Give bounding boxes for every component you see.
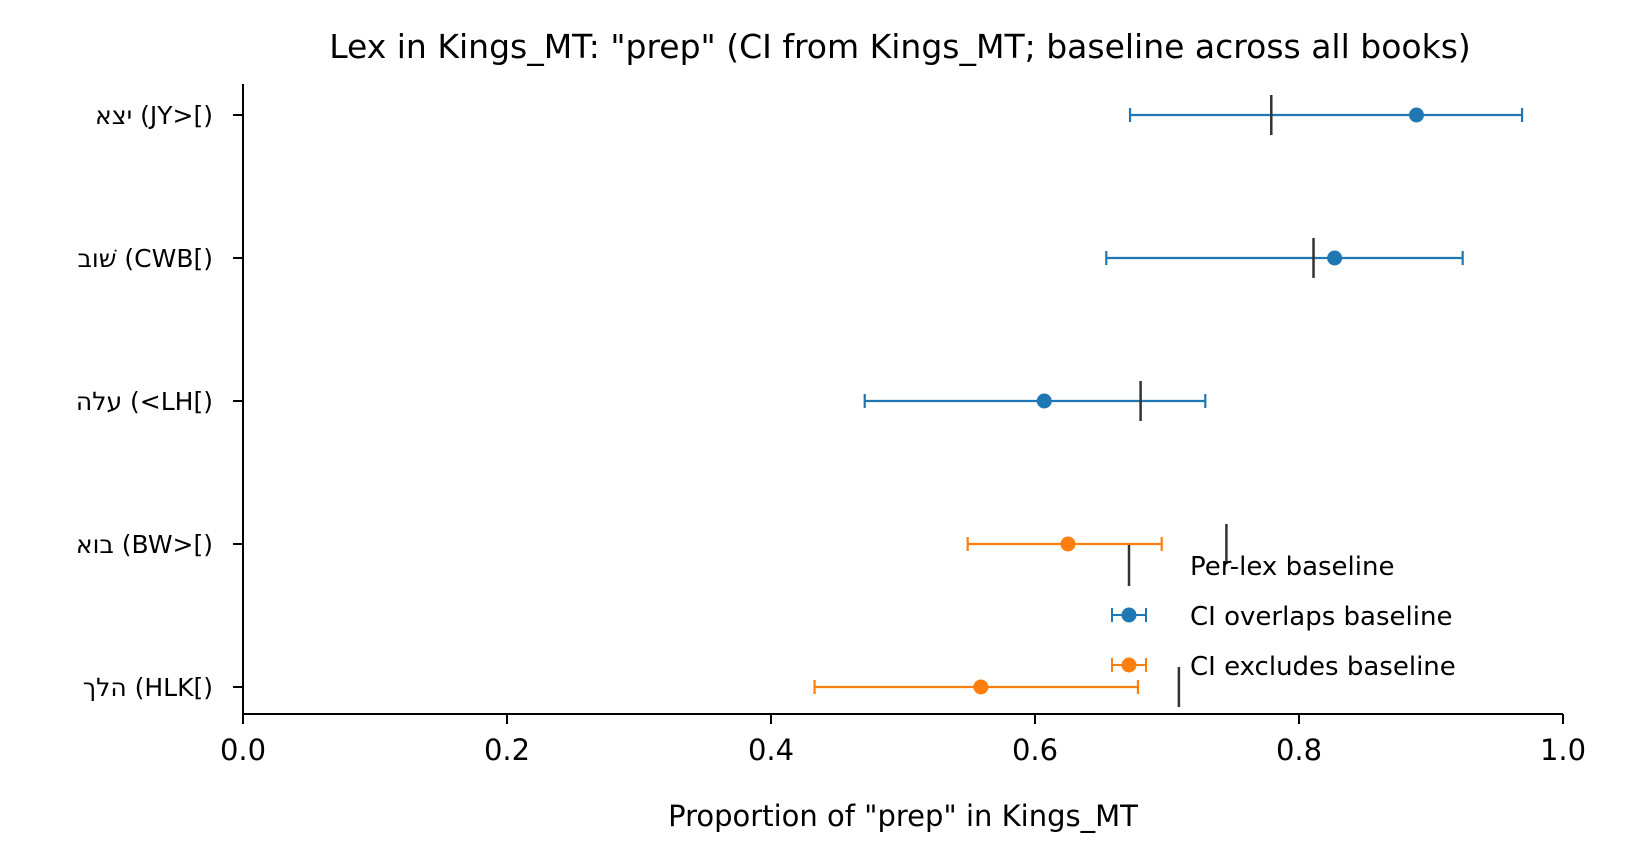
y-axis-ticks: יצא (JY>[) שׁוב (CWB[) עלה (<LH[) בוא (BW>[… [76,101,243,702]
y-tick-label-4: הלך (HLK[) [83,673,213,702]
x-tick-label-2: 0.4 [748,733,794,767]
y-tick-label-0: יצא (JY>[) [95,101,213,130]
plot-marks [813,95,1524,707]
legend-baseline-label: Per-lex baseline [1190,552,1394,582]
data-row-3 [966,524,1228,564]
x-tick-label-0: 0.0 [220,733,266,767]
data-row-2 [863,381,1207,421]
x-tick-label-1: 0.2 [484,733,530,767]
legend: Per-lex baseline CI overlaps baseline CI… [1111,545,1456,682]
x-tick-label-3: 0.6 [1012,733,1058,767]
estimate-point-4 [973,679,989,695]
x-tick-label-4: 0.8 [1276,733,1322,767]
y-tick-label-1: שׁוב (CWB[) [77,244,213,273]
estimate-point-2 [1036,393,1052,409]
y-tick-label-3: בוא (BW>[) [76,530,213,559]
legend-excludes-marker [1111,657,1147,673]
estimate-point-1 [1327,250,1343,266]
legend-excludes-label: CI excludes baseline [1190,652,1456,682]
estimate-point-3 [1060,536,1076,552]
y-tick-label-2: עלה (<LH[) [76,387,213,416]
x-axis-ticks: 0.0 0.2 0.4 0.6 0.8 1.0 [220,714,1586,767]
x-axis-label: Proportion of "prep" in Kings_MT [668,799,1138,833]
data-row-0 [1128,95,1524,135]
legend-overlaps-marker [1111,607,1147,623]
data-row-1 [1105,238,1464,278]
chart-title: Lex in Kings_MT: "prep" (CI from Kings_M… [329,27,1471,66]
x-tick-label-5: 1.0 [1540,733,1586,767]
data-row-4 [813,667,1181,707]
estimate-point-0 [1408,107,1424,123]
legend-overlaps-label: CI overlaps baseline [1190,602,1452,632]
